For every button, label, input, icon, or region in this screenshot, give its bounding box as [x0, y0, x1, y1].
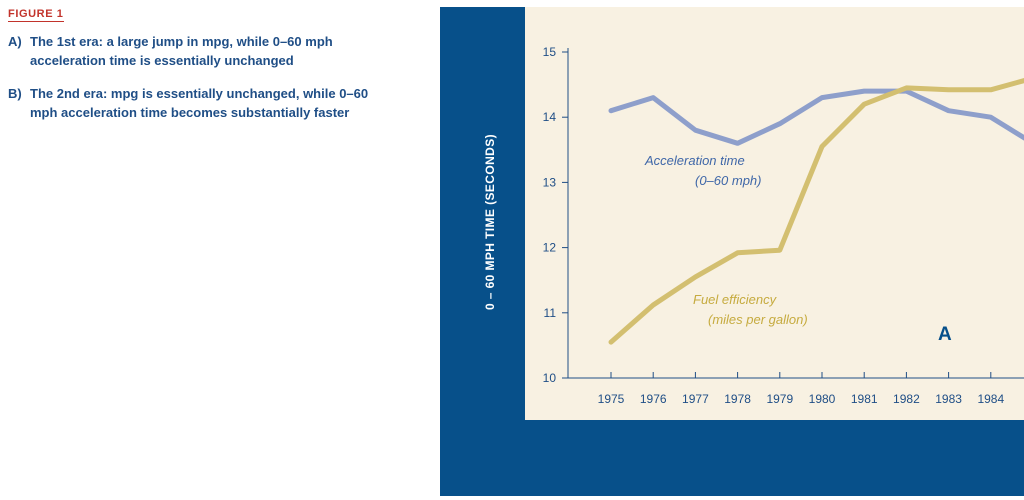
x-tick-label: 1977 — [682, 392, 709, 406]
x-tick-label: 1981 — [851, 392, 878, 406]
note-a: A) The 1st era: a large jump in mpg, whi… — [8, 32, 388, 70]
acceleration-time-line — [608, 88, 1024, 146]
chart-frame: 0 – 60 MPH TIME (SECONDS) 10 11 12 13 14 15 19… — [440, 7, 1024, 496]
figure-caption: FIGURE 1 A) The 1st era: a large jump in… — [8, 4, 388, 122]
note-a-letter: A) — [8, 34, 22, 49]
x-tick-label: 1980 — [809, 392, 836, 406]
line-chart: 10 11 12 13 14 15 1975 1976 1977 1978 1979 1980 1981… — [543, 45, 1024, 406]
note-b-letter: B) — [8, 86, 22, 101]
fuel-series-label: Fuel efficiency — [693, 292, 778, 307]
panel-label: A — [938, 324, 952, 345]
x-tick-label: 1979 — [766, 392, 793, 406]
x-tick-label: 1975 — [598, 392, 625, 406]
x-tick-label: 1982 — [893, 392, 920, 406]
y-tick-label: 13 — [543, 175, 557, 189]
x-tick-label: 1984 — [977, 392, 1004, 406]
y-tick-label: 10 — [543, 371, 557, 385]
fuel-efficiency-line — [608, 78, 1024, 345]
figure-label: FIGURE 1 — [8, 8, 64, 22]
note-b-text: The 2nd era: mpg is essentially unchange… — [30, 86, 369, 120]
y-tick-label: 14 — [543, 110, 557, 124]
x-tick-label: 1983 — [935, 392, 962, 406]
y-tick-label: 12 — [543, 241, 557, 255]
x-tick-label: 1978 — [724, 392, 751, 406]
note-b: B) The 2nd era: mpg is essentially uncha… — [8, 84, 388, 122]
y-tick-label: 11 — [544, 306, 557, 320]
acceleration-series-label: Acceleration time — [644, 153, 745, 168]
y-tick-label: 15 — [543, 45, 557, 59]
plot-background — [525, 7, 1024, 420]
x-tick-label: 1976 — [640, 392, 667, 406]
acceleration-series-sublabel: (0–60 mph) — [695, 173, 761, 188]
fuel-series-sublabel: (miles per gallon) — [708, 312, 808, 327]
note-a-text: The 1st era: a large jump in mpg, while … — [30, 34, 333, 68]
